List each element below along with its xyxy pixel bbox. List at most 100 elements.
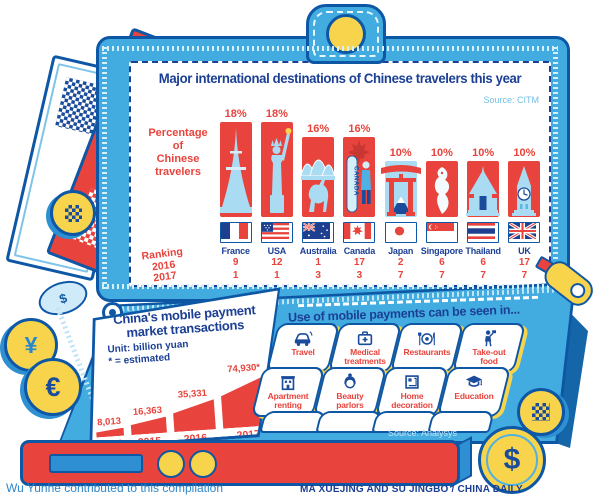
screen-panel: Major international destinations of Chin… <box>96 36 570 302</box>
rank-2016: 9 <box>232 257 239 268</box>
rank-2016: 6 <box>480 257 486 268</box>
rank-2016: 17 <box>518 257 530 268</box>
medical-kit-icon <box>357 331 373 346</box>
torii-gate-icon <box>380 165 421 216</box>
destination-column-australia: 16% <box>298 85 339 282</box>
percent-label: 16% <box>348 123 371 135</box>
bar <box>172 399 216 432</box>
value-label: 74,930* <box>226 361 261 376</box>
canada-flag-icon <box>343 222 376 243</box>
rank-2017: 3 <box>356 269 363 281</box>
rank-2017: 7 <box>521 269 528 281</box>
travel-chart-panel: Major international destinations of Chin… <box>129 61 551 287</box>
australia-flag-icon <box>302 222 335 243</box>
destination-bar <box>219 122 252 217</box>
country-label: Canada <box>343 246 376 256</box>
destination-bar <box>508 161 541 217</box>
destination-bar <box>425 161 458 217</box>
usage-tile-homedecor: Home decoration <box>374 367 450 417</box>
footer-byline: MA XUEJING AND SU JINGBO / CHINA DAILY <box>300 484 523 495</box>
big-ben-icon <box>512 166 537 216</box>
destination-bar <box>466 161 501 217</box>
country-label: Singapore <box>420 246 463 256</box>
country-label: Japan <box>388 246 414 256</box>
tile-label: Take-out food <box>472 347 506 366</box>
tile-label: Restaurants <box>403 347 451 357</box>
rank-2016: 1 <box>315 257 321 268</box>
rank-2017: 7 <box>397 269 404 281</box>
destination-column-thailand: 10% <box>463 85 504 282</box>
rank-2016: 6 <box>439 257 445 268</box>
rank-2016: 2 <box>397 257 404 268</box>
euro-coin: € <box>24 358 82 416</box>
ranking-row-label: Ranking 2016 2017 <box>141 245 186 285</box>
rank-2017: 1 <box>274 269 280 281</box>
destination-bar <box>300 137 336 217</box>
rank-2016: 17 <box>353 257 365 268</box>
destination-bar <box>260 122 293 217</box>
japan-flag-icon <box>384 222 417 243</box>
card-slot <box>49 454 143 473</box>
opera-house-kangaroo-icon <box>300 159 336 212</box>
percent-label: 10% <box>430 147 453 159</box>
zipper-teeth <box>102 46 558 51</box>
country-label: France <box>221 246 250 256</box>
destination-column-france: 18% France 9 1 <box>215 85 256 282</box>
destination-column-singapore: 10% Singapore <box>420 85 463 282</box>
dollar-coin-large: $ <box>478 426 546 494</box>
car-icon <box>294 331 313 346</box>
graduation-cap-icon <box>465 375 483 387</box>
coin-ring <box>486 434 538 486</box>
footer-contribution-credit: Wu Yunhe contributed to this compilation <box>6 481 224 495</box>
destinations-row: 18% France 9 1 <box>215 85 545 282</box>
rank-2017: 7 <box>480 269 486 281</box>
value-label: 16,363 <box>132 404 163 418</box>
destination-bar: CANADA <box>343 137 376 217</box>
clasp <box>306 4 386 64</box>
travel-chart-source: Source: CITM <box>483 95 539 105</box>
usage-tile-medical: Medical treatments <box>327 323 403 373</box>
usage-tile-beauty: Beauty parlors <box>312 367 388 417</box>
usage-tile-travel: Travel <box>265 323 341 373</box>
country-label: USA <box>267 246 287 256</box>
usage-tile-apartment: Apartment renting <box>250 367 326 417</box>
bar <box>96 428 124 438</box>
destination-column-usa: 18% <box>256 85 297 282</box>
snowboard-text: CANADA <box>353 166 360 196</box>
tile-label: Education <box>454 391 494 401</box>
value-label: 8,013 <box>96 415 122 429</box>
percent-label: 18% <box>224 108 247 120</box>
usa-flag-icon <box>260 222 293 243</box>
payment-bar-2016: 35,331 2016 <box>171 387 217 446</box>
snowboarder-icon: CANADA <box>346 140 373 213</box>
merlion-icon <box>434 167 450 214</box>
country-label: Australia <box>299 246 337 256</box>
percent-label: 10% <box>389 147 412 159</box>
thailand-flag-icon <box>467 222 500 243</box>
rank-2017: 7 <box>439 269 445 281</box>
qr-code-icon <box>64 204 82 222</box>
beauty-face-icon <box>344 373 356 389</box>
country-label: UK <box>518 246 531 256</box>
usage-source: Source: Analysys <box>388 428 458 438</box>
qr-coin <box>50 190 96 236</box>
travel-chart-title: Major international destinations of Chin… <box>158 70 522 86</box>
bar <box>130 417 167 435</box>
base-button <box>189 450 217 478</box>
singapore-flag-icon <box>425 222 458 243</box>
rank-2017: 1 <box>232 269 239 281</box>
percent-label: 10% <box>513 147 536 159</box>
tile-label: Beauty parlors <box>336 391 364 410</box>
statue-of-liberty-icon <box>269 128 292 213</box>
destination-column-japan: 10% <box>380 85 421 282</box>
usage-tile-takeout: Take-out food <box>451 323 527 373</box>
country-label: Thailand <box>465 246 501 256</box>
usage-tile-restaurants: Restaurants <box>389 323 465 373</box>
usage-tile-education: Education <box>436 367 512 417</box>
zipper-teeth <box>102 284 558 289</box>
dollar-symbol: $ <box>57 289 69 307</box>
clasp-stitching <box>313 11 379 57</box>
value-label: 35,331 <box>177 387 208 401</box>
qr-code-icon <box>532 403 550 421</box>
base-button <box>157 450 185 478</box>
